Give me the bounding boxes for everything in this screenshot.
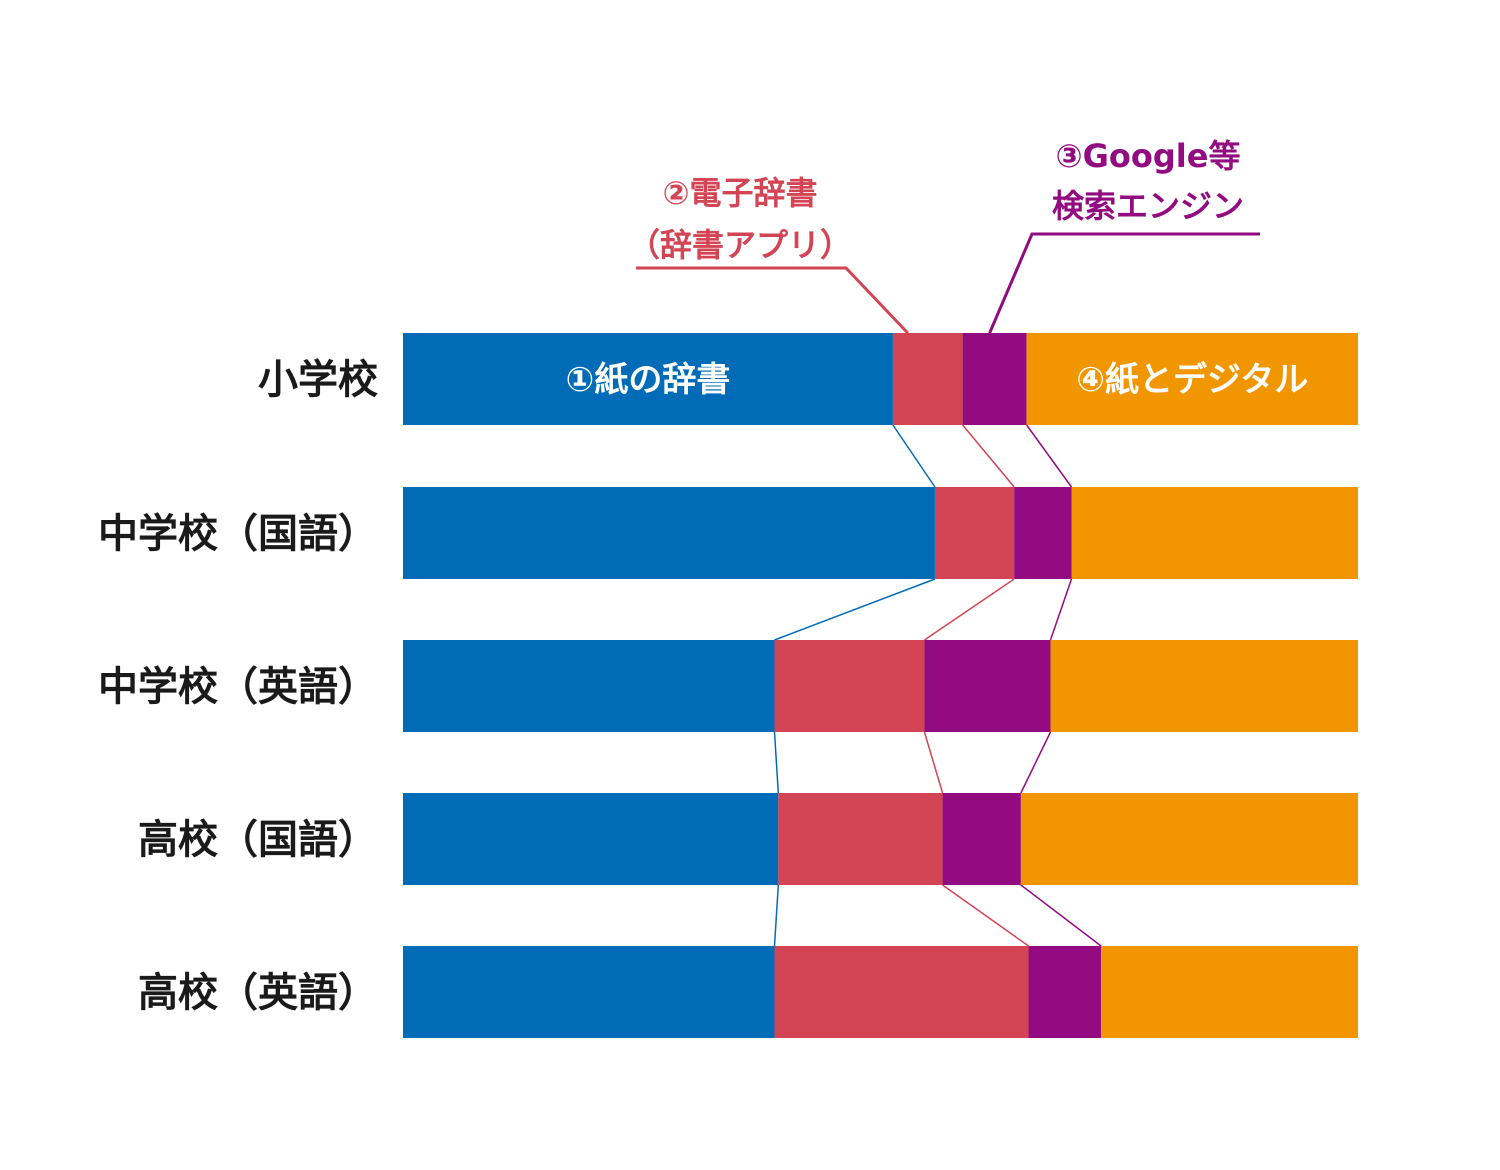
connector-lines — [773, 424, 1102, 947]
bar-segment-row5-series4 — [1101, 946, 1358, 1038]
label-paper-and-digital: ④紙とデジタル — [1076, 360, 1308, 400]
category-label: 高校（国語） — [138, 817, 378, 863]
connector-line — [1020, 731, 1052, 794]
connector-line — [1020, 884, 1102, 947]
bar-segment-row5-series1 — [403, 946, 775, 1038]
legend-electronic-dictionary: ②電子辞書 — [662, 174, 817, 212]
connector-line — [923, 731, 944, 794]
category-label: 中学校（国語） — [98, 511, 378, 557]
connector-line — [1049, 578, 1073, 641]
bar-segment-row2-series3 — [1014, 487, 1072, 579]
bar-segment-row3-series3 — [924, 640, 1051, 732]
legend-electronic-dictionary-sub: （辞書アプリ） — [628, 226, 852, 264]
leader-line-electronic — [636, 266, 909, 335]
connector-line — [773, 884, 780, 947]
category-label: 小学校 — [258, 357, 378, 403]
connector-line — [892, 424, 936, 488]
bar-segment-row4-series2 — [778, 793, 943, 885]
bar-segment-row3-series2 — [774, 640, 925, 732]
bar-segment-row1-series2 — [892, 333, 963, 425]
legend-search-engine-sub: 検索エンジン — [1052, 187, 1244, 225]
bar-segment-row2-series2 — [934, 487, 1015, 579]
category-label: 高校（英語） — [138, 970, 378, 1016]
bar-segment-row1-series3 — [962, 333, 1027, 425]
bar-segment-row1-series1 — [403, 333, 893, 425]
leader-line-search — [988, 232, 1260, 334]
bar-segment-row5-series2 — [774, 946, 1029, 1038]
bar-segment-row2-series1 — [403, 487, 935, 579]
legend-search-engine: ③Google等 — [1056, 137, 1241, 175]
bar-segment-row4-series3 — [942, 793, 1021, 885]
connector-line — [1026, 424, 1073, 488]
bar-segment-row2-series4 — [1071, 487, 1358, 579]
connector-line — [942, 884, 1029, 947]
connector-line — [962, 424, 1015, 488]
bar-segment-row3-series4 — [1050, 640, 1358, 732]
bars-group — [403, 333, 1358, 1038]
connector-line — [774, 578, 936, 641]
bar-segment-row3-series1 — [403, 640, 775, 732]
bar-segment-row4-series4 — [1020, 793, 1358, 885]
bar-segment-row5-series3 — [1028, 946, 1102, 1038]
bar-segment-row4-series1 — [403, 793, 779, 885]
connector-line — [773, 731, 780, 794]
category-label: 中学校（英語） — [98, 664, 378, 710]
bar-segment-row1-series4 — [1026, 333, 1358, 425]
label-paper-dictionary: ①紙の辞書 — [566, 360, 731, 400]
connector-line — [924, 578, 1015, 641]
